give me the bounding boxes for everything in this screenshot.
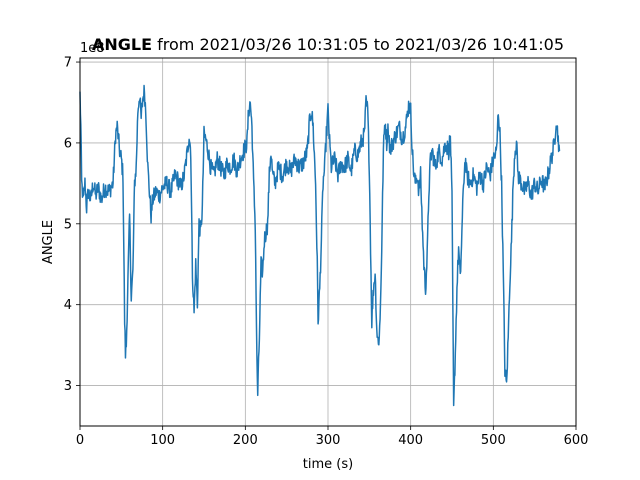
- y-tick-label: 5: [64, 217, 72, 232]
- x-tick-label: 300: [316, 433, 341, 448]
- x-tick-label: 200: [233, 433, 258, 448]
- title-bold-part: ANGLE: [92, 35, 152, 54]
- x-axis-label: time (s): [303, 457, 353, 472]
- x-axis: 0 100 200 300 400 500 600: [76, 426, 589, 448]
- y-tick-label: 3: [64, 379, 72, 394]
- data-line-layer: [79, 84, 561, 407]
- x-tick-label: 600: [564, 433, 589, 448]
- chart-title: ANGLE from 2021/03/26 10:31:05 to 2021/0…: [92, 35, 564, 54]
- x-tick-label: 500: [481, 433, 506, 448]
- title-rest-part: from 2021/03/26 10:31:05 to 2021/03/26 1…: [152, 35, 564, 54]
- y-axis-label: ANGLE: [41, 220, 56, 264]
- y-tick-label: 6: [64, 136, 72, 151]
- angle-series-line: [79, 84, 561, 407]
- y-tick-label: 4: [64, 298, 72, 313]
- x-tick-label: 100: [150, 433, 175, 448]
- y-tick-label: 7: [64, 56, 72, 71]
- y-axis: 3 4 5 6 7: [64, 56, 80, 394]
- x-tick-label: 400: [398, 433, 423, 448]
- y-offset-label: 1e8: [80, 41, 105, 56]
- x-tick-label: 0: [76, 433, 84, 448]
